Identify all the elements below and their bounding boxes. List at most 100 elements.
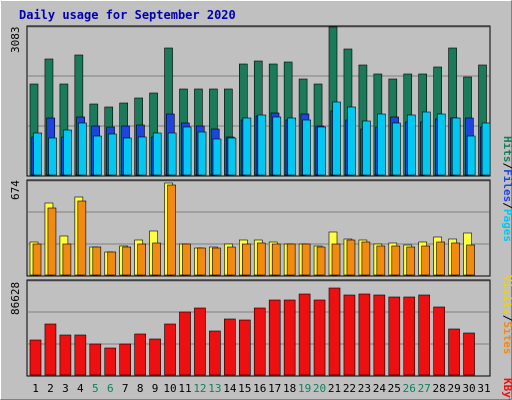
day-label: 3 (62, 382, 69, 395)
sites-bar (107, 251, 117, 276)
day-label: 16 (253, 382, 266, 395)
pages-bar (182, 126, 192, 176)
sites-bar (421, 245, 431, 276)
day-label: 12 (193, 382, 206, 395)
day-label: 6 (107, 382, 114, 395)
day-label: 30 (462, 382, 475, 395)
kbytes-max-label: 86628 (9, 282, 22, 315)
sites-bar (182, 243, 191, 276)
pages-bar (108, 133, 117, 176)
day-label: 19 (298, 382, 311, 395)
sites-bar (32, 243, 42, 276)
chart-bars (29, 26, 491, 376)
pages-bar (33, 132, 42, 176)
day-label: 29 (447, 382, 460, 395)
day-label: 7 (122, 382, 129, 395)
legend-slash-2: / (501, 202, 512, 209)
sites-bar (436, 241, 445, 276)
pages-bar (302, 119, 312, 176)
sites-bar (316, 246, 326, 276)
pages-bar (451, 117, 461, 176)
kbytes-bar (298, 293, 311, 376)
kbytes-bar (433, 306, 445, 376)
pages-bar (48, 137, 57, 176)
sites-bar (62, 243, 72, 276)
legend-mid: Visits/Sites (501, 275, 512, 355)
kbytes-bar (328, 287, 341, 376)
day-label: 28 (433, 382, 446, 395)
pages-bar (287, 117, 297, 176)
kbytes-bar (283, 299, 296, 376)
kbytes-bar (343, 294, 356, 376)
kbytes-bar (358, 293, 371, 376)
sites-bar (466, 244, 475, 276)
day-label: 9 (152, 382, 159, 395)
legend-pages: Pages (501, 209, 512, 242)
sites-bar (152, 242, 161, 276)
sites-bar (406, 246, 416, 276)
pages-bar (167, 132, 177, 176)
day-label: 10 (163, 382, 176, 395)
pages-bar (78, 122, 87, 176)
sites-bar (77, 200, 87, 276)
kbytes-bar (179, 311, 191, 376)
sites-bar (167, 184, 176, 276)
kbytes-bar (89, 343, 102, 376)
sites-bar (227, 246, 236, 276)
day-label: 17 (268, 382, 281, 395)
legend-files: Files (501, 169, 512, 202)
pages-bar (137, 136, 147, 176)
sites-bar (92, 246, 102, 276)
pages-bar (466, 135, 476, 176)
day-label: 4 (77, 382, 84, 395)
sites-bar (137, 243, 146, 276)
legend-top: Hits/Files/Pages (501, 136, 512, 242)
kbytes-bar (418, 294, 431, 376)
day-label: 13 (208, 382, 221, 395)
day-label: 23 (358, 382, 371, 395)
sites-bar (47, 207, 57, 276)
sites-bar (212, 247, 221, 276)
kbytes-bar (463, 332, 475, 376)
day-label: 15 (238, 382, 251, 395)
sites-bar (346, 239, 356, 276)
chart-title: Daily usage for September 2020 (19, 8, 236, 22)
day-label: 8 (137, 382, 144, 395)
day-label: 22 (343, 382, 356, 395)
kbytes-bar (313, 299, 326, 376)
day-label: 26 (403, 382, 416, 395)
day-label: 31 (477, 382, 490, 395)
kbytes-bar (388, 296, 401, 376)
sites-bar (197, 247, 206, 276)
kbytes-bar (253, 307, 266, 376)
sites-bar (256, 242, 266, 276)
day-axis-labels: 1 2 3 4 5 6 7 8 9 10 11 12 13 14 15 16 17 18 19 20 21 22 23 24 2… (32, 382, 490, 395)
pages-bar (332, 101, 341, 176)
kbytes-bar (239, 319, 251, 376)
kbytes-bar (268, 299, 281, 376)
kbytes-bar (44, 323, 57, 376)
sites-bar (331, 243, 341, 276)
day-label: 21 (328, 382, 341, 395)
pages-bar (421, 111, 431, 176)
kbytes-bar (134, 333, 146, 376)
day-label: 11 (178, 382, 191, 395)
pages-bar (257, 114, 267, 176)
pages-bar (242, 117, 252, 176)
kbytes-bar (29, 339, 42, 376)
pages-bar (227, 137, 237, 176)
sites-bar (122, 246, 131, 276)
sites-bar (242, 243, 251, 276)
pages-bar (152, 132, 162, 176)
sites-bar (361, 241, 371, 276)
legend-slash-3: / (501, 315, 512, 322)
visits-max-label: 674 (9, 180, 22, 200)
day-label: 24 (373, 382, 387, 395)
legend-kbytes: KBytes (501, 378, 512, 400)
kbytes-bar (403, 296, 416, 376)
pages-bar (212, 138, 222, 176)
pages-bar (362, 120, 371, 176)
day-label: 20 (313, 382, 326, 395)
pages-bar (347, 106, 356, 176)
